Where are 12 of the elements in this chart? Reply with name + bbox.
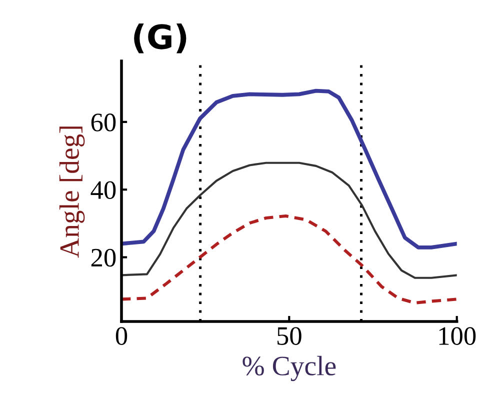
x-tick-label: 0 [116, 327, 128, 345]
line-series [122, 162, 457, 279]
y-tick-label: 20 [91, 248, 116, 267]
y-axis-title: Angle [deg] [59, 126, 85, 258]
y-tick-label: 60 [91, 114, 116, 132]
x-tick-label: 100 [439, 327, 476, 345]
line-series [122, 88, 457, 250]
y-tick-label: 40 [90, 181, 116, 200]
x-tick-label: 50 [278, 327, 302, 345]
line-series [122, 214, 457, 304]
x-axis-title: % Cycle [242, 356, 336, 382]
chart-title: (G) [134, 24, 186, 54]
